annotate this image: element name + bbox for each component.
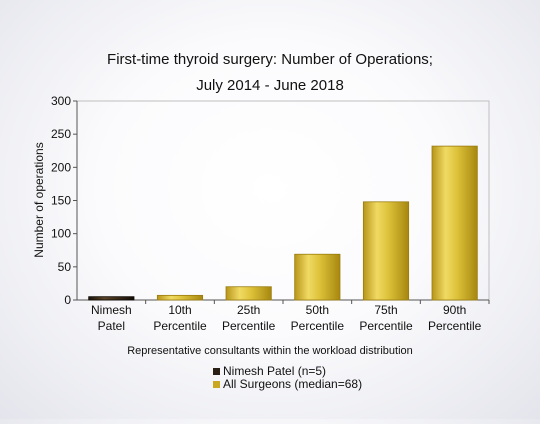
bar-10th-percentile (156, 294, 204, 301)
x-tick-label: 25th (237, 303, 260, 317)
y-tick-label: 250 (51, 127, 71, 141)
legend-label-nimesh-patel: Nimesh Patel (n=5) (223, 364, 326, 378)
x-tick-label: Percentile (153, 319, 207, 333)
x-tick-label: 50th (306, 303, 329, 317)
x-tick-label: Percentile (291, 319, 345, 333)
legend: Nimesh Patel (n=5) All Surgeons (median=… (213, 364, 362, 391)
x-tick-label: Percentile (359, 319, 413, 333)
x-tick-label: Nimesh (91, 303, 132, 317)
y-tick-label: 200 (51, 160, 71, 174)
x-tick-label: Percentile (428, 319, 482, 333)
y-tick-label: 100 (51, 227, 71, 241)
y-tick-label: 50 (58, 260, 72, 274)
x-tick-label: 75th (374, 303, 397, 317)
y-axis-label: Number of operations (32, 142, 46, 257)
bar-75th-percentile (362, 201, 410, 301)
chart-subtitle: July 2014 - June 2018 (196, 77, 344, 94)
bar-25th-percentile (225, 286, 272, 301)
y-tick-label: 300 (51, 94, 71, 108)
chart-title: First-time thyroid surgery: Number of Op… (107, 51, 433, 68)
bar-50th-percentile (294, 253, 341, 301)
x-tick-label: 10th (168, 303, 191, 317)
bar-nimesh-patel (88, 296, 135, 301)
y-tick-label: 150 (51, 194, 71, 208)
y-tick-label: 0 (64, 293, 71, 307)
legend-swatch-nimesh-patel (213, 368, 220, 375)
bar-90th-percentile (431, 145, 478, 301)
legend-label-all-surgeons: All Surgeons (median=68) (223, 377, 362, 391)
x-tick-label: Percentile (222, 319, 276, 333)
x-axis-label: Representative consultants within the wo… (127, 345, 413, 357)
bar-series (88, 145, 478, 301)
x-tick-label: Patel (98, 319, 125, 333)
plot-frame (76, 100, 490, 301)
x-axis-ticks: Nimesh Patel 10th Percentile 25th Percentile 5… (91, 300, 490, 333)
y-axis-ticks: 0 50 100 150 200 250 300 (51, 94, 77, 307)
plot-area (76, 100, 490, 301)
x-tick-label: 90th (443, 303, 466, 317)
legend-swatch-all-surgeons (213, 381, 220, 388)
